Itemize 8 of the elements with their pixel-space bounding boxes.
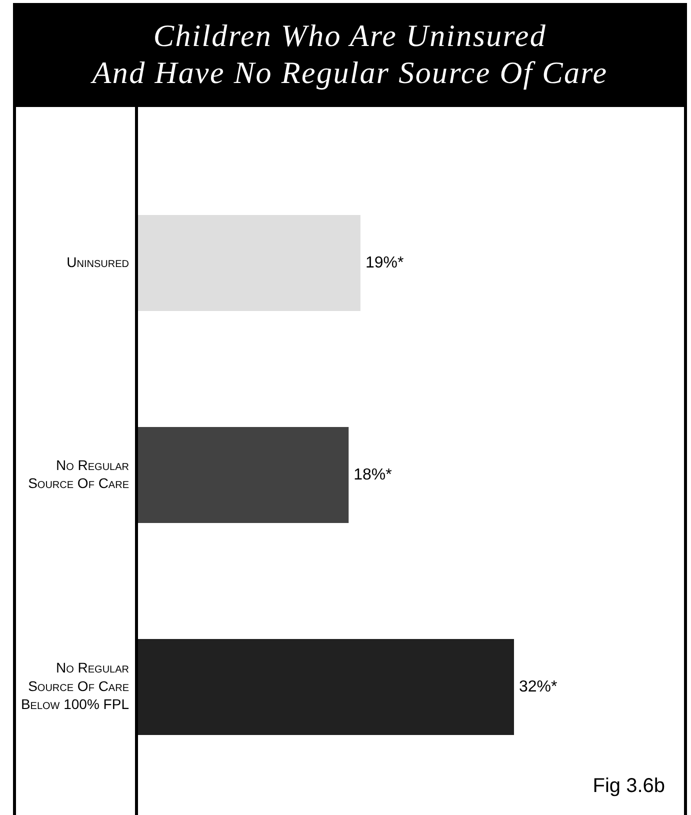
data-label: 18%* (354, 466, 392, 484)
caption: Fig 3.6b (592, 774, 665, 798)
y-tick-label: No Regular Source Of Care Below 100% FPL (20, 660, 130, 712)
y-tick-label: Uninsured (66, 254, 129, 270)
data-label: 19%* (365, 254, 404, 272)
chart-title: Children Who Are Uninsured And Have No Regular Source Of Care (16, 3, 684, 107)
data-label: 32%* (519, 678, 558, 696)
y-tick-label: No Regular Source Of Care (28, 456, 130, 491)
